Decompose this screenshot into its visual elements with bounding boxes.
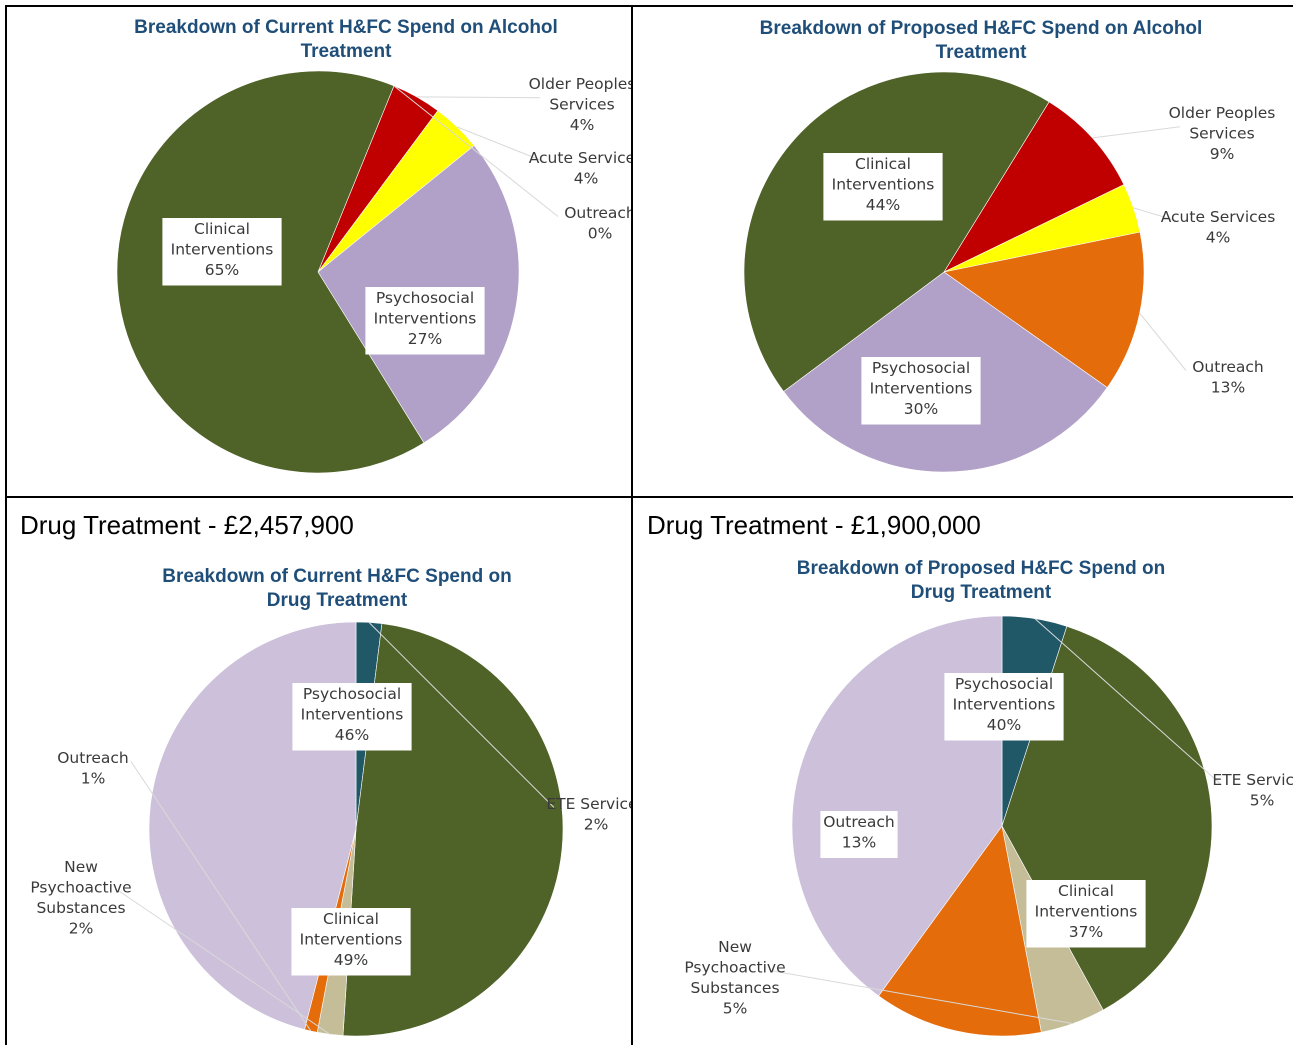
data-label-box [291,908,411,976]
leader-line [118,890,331,1035]
pie-slice-outreach [943,231,1145,388]
chart-title: Breakdown of Current H&FC Spend on Alcoh… [134,17,558,62]
data-label-box [820,811,898,858]
leader-line [130,761,312,1032]
data-label-psychosocial-interventions: Psychosocial Interventions 30% [870,359,973,418]
data-label-outreach: Outreach 0% [564,204,636,243]
data-label-outreach: Outreach 13% [1192,358,1264,397]
data-label-box [365,287,485,355]
data-label-psychosocial-interventions: Psychosocial Interventions 46% [301,685,404,744]
leader-line [368,622,555,808]
grid-top-border [5,5,1293,7]
data-label-outreach: Outreach 13% [823,813,895,852]
chart-title: Breakdown of Proposed H&FC Spend on Alco… [760,18,1203,63]
data-label-new-psychoactive-substances: New Psychoactive Substances 5% [684,938,785,1018]
data-label-box [162,218,282,286]
data-label-ete-services: ETE Services 2% [546,795,645,834]
pie-slice-outreach [878,825,1042,1037]
leader-line [393,85,559,217]
leader-line [416,96,541,99]
data-label-older-peoples-services: Older Peoples Services 9% [1169,104,1276,163]
data-label-clinical-interventions: Clinical Interventions 65% [171,220,274,279]
alcohol-current-pie: Breakdown of Current H&FC Spend on Alcoh… [116,17,644,474]
drug-proposed-pie: Breakdown of Proposed H&FC Spend on Drug … [684,558,1293,1037]
data-label-ete-services: ETE Services5% [1212,771,1293,810]
drug-current-heading: Drug Treatment - £2,457,900 [20,510,354,540]
data-label-box [292,683,412,751]
data-label-clinical-interventions: Clinical Interventions 49% [300,910,403,969]
leader-line [1034,618,1221,784]
data-label-box [823,153,943,221]
data-label-clinical-interventions: Clinical Interventions 44% [832,155,935,214]
leader-line [1133,207,1177,221]
leader-line [1139,312,1187,371]
data-label-box [944,673,1064,741]
data-label-acute-services: Acute Services 4% [529,149,644,188]
data-label-box [1026,880,1146,948]
alcohol-proposed-pie: Breakdown of Proposed H&FC Spend on Alco… [743,18,1276,473]
pie-slice-clinical-interventions [743,71,1050,392]
data-label-box [861,357,981,425]
data-label-psychosocial-interventions: Psychosocial Interventions 40% [953,675,1056,734]
leader-line [772,970,1074,1025]
grid-left-border [5,5,7,1045]
grid-middle-divider [631,5,633,1045]
chart-title: Breakdown of Current H&FC Spend on Drug T… [162,566,511,611]
leader-line [456,126,545,162]
drug-current-pie: Breakdown of Current H&FC Spend on Drug T… [30,566,645,1037]
data-label-older-peoples-services: Older Peoples Services 4% [529,75,636,134]
grid-row-divider [5,496,1293,498]
pie-slice-older-peoples-services [943,101,1125,273]
drug-proposed-heading: Drug Treatment - £1,900,000 [647,510,981,540]
data-label-psychosocial-interventions: Psychosocial Interventions 27% [374,289,477,348]
leader-line [1092,126,1181,139]
data-label-outreach: Outreach 1% [57,749,129,788]
data-label-new-psychoactive-substances: New Psychoactive Substances 2% [30,858,131,938]
data-label-acute-services: Acute Services 4% [1161,208,1276,247]
chart-title: Breakdown of Proposed H&FC Spend on Drug … [797,558,1165,603]
data-label-clinical-interventions: Clinical Interventions 37% [1035,882,1138,941]
